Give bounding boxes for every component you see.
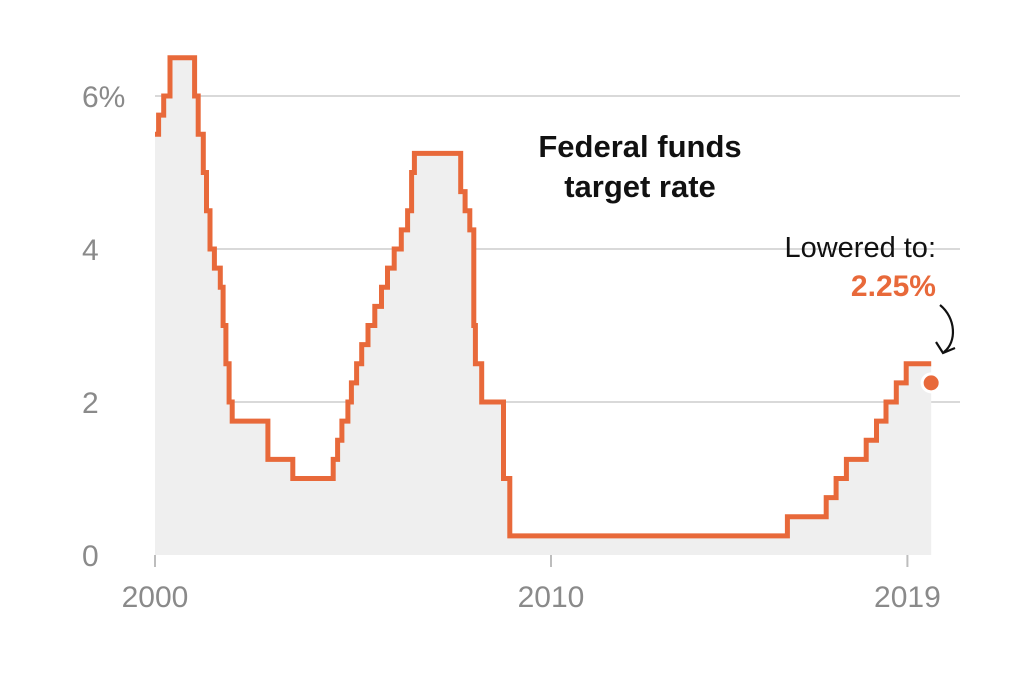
x-axis-ticks: 2000 2010 2019 — [122, 555, 941, 614]
y-axis-ticks: 0 2 4 6% — [82, 81, 125, 573]
gridlines — [155, 95, 960, 403]
x-tick-label: 2000 — [122, 581, 189, 614]
x-tick-label: 2010 — [518, 581, 585, 614]
chart-title-line-1: Federal funds — [538, 129, 741, 164]
current-rate-marker — [920, 372, 942, 394]
rate-step-line — [155, 55, 932, 539]
y-tick-label: 0 — [82, 540, 99, 573]
y-tick-label: 2 — [82, 387, 99, 420]
annotation-value: 2.25% — [851, 270, 936, 303]
y-tick-label: 6% — [82, 81, 125, 114]
chart-title-line-2: target rate — [564, 169, 716, 204]
annotation-arrowhead — [935, 341, 956, 355]
annotation-arrow — [939, 304, 954, 353]
annotation-label: Lowered to: — [784, 232, 936, 264]
rate-area-fill — [155, 57, 932, 556]
x-tick-label: 2019 — [874, 581, 941, 614]
y-tick-label: 4 — [82, 234, 99, 267]
